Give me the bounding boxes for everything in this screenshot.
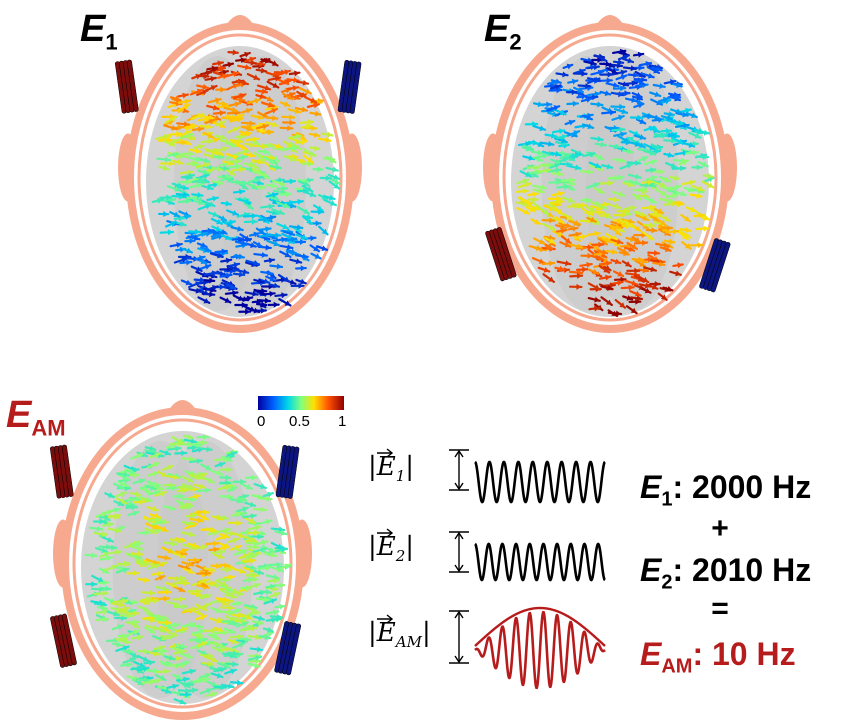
- vector-arrows: [377, 448, 394, 624]
- colorbar-tick-0: 0: [257, 413, 266, 430]
- panel-label-eam: EAM: [6, 394, 66, 441]
- head-field-e2: [483, 15, 737, 333]
- equation-line-e1: E1: 2000 Hz: [640, 469, 812, 511]
- colorbar-tick-mid: 0.5: [289, 413, 310, 430]
- head-field-e1: [115, 15, 362, 333]
- panel-label-e1: E1: [80, 8, 118, 55]
- magnitude-label-e1: |E1|: [368, 452, 415, 486]
- colorbar-tick-1: 1: [338, 413, 347, 430]
- magnitude-label-e2: |E2|: [368, 532, 415, 566]
- waveform-diagram: [449, 449, 606, 690]
- head-field-eam: [50, 400, 312, 720]
- magnitude-label-eam: |EAM|: [368, 618, 431, 652]
- equation-line-eam: EAM: 10 Hz: [640, 636, 796, 678]
- colorbar: [258, 396, 344, 410]
- panel-label-e2: E2: [484, 8, 522, 55]
- equation-line-e2: E2: 2010 Hz: [640, 552, 812, 594]
- equals-sign: =: [711, 592, 729, 625]
- plus-sign: +: [711, 512, 729, 545]
